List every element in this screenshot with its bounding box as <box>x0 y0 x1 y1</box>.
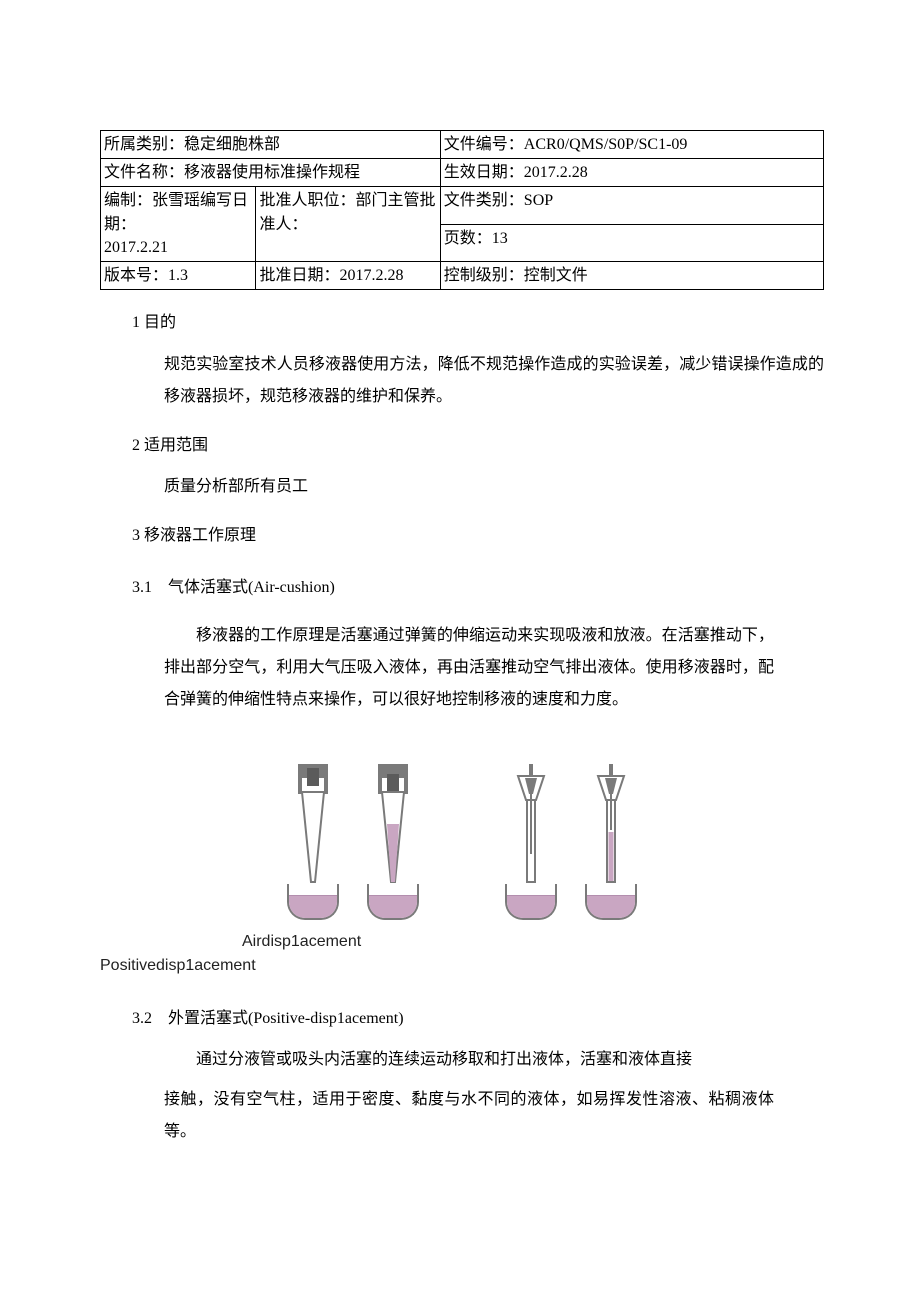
section-3-1-title: 3.1 气体活塞式(Air-cushion) <box>132 573 824 603</box>
meta-cell-doctype: 文件类别：SOP <box>440 187 823 224</box>
s32-text: 外置活塞式(Positive-disp1acement) <box>168 1010 404 1027</box>
beaker-icon <box>505 884 557 920</box>
air-pipette-down <box>364 764 422 920</box>
positive-pipette-up <box>502 764 560 920</box>
meta-cell-approve-date: 批准日期：2017.2.28 <box>256 261 440 289</box>
approver-line2: 准人： <box>259 216 307 233</box>
meta-cell-title: 文件名称：移液器使用标准操作规程 <box>101 159 441 187</box>
section-3-2-title: 3.2 外置活塞式(Positive-disp1acement) <box>132 1004 824 1034</box>
diagram-captions: Airdisp1acement Positivedisp1acement <box>100 930 824 978</box>
table-row: 版本号：1.3 批准日期：2017.2.28 控制级别：控制文件 <box>101 261 824 289</box>
s31-num: 3.1 <box>132 573 160 603</box>
section-3-title: 3 移液器工作原理 <box>132 521 824 551</box>
beaker-icon <box>585 884 637 920</box>
pipette-icon <box>370 764 416 890</box>
section-2-body: 质量分析部所有员工 <box>164 471 824 503</box>
beaker-icon <box>367 884 419 920</box>
s32-num: 3.2 <box>132 1004 160 1034</box>
pipette-icon <box>290 764 336 890</box>
section-3-2-body-line2: 接触，没有空气柱，适用于密度、黏度与水不同的液体，如易挥发性溶液、粘稠液体等。 <box>164 1084 774 1148</box>
metadata-table: 所属类别：稳定细胞株部 文件编号：ACR0/QMS/S0P/SC1-09 文件名… <box>100 130 824 290</box>
meta-cell-approver: 批准人职位：部门主管批 准人： <box>256 187 440 262</box>
approver-line1: 批准人职位：部门主管批 <box>259 192 435 209</box>
positive-pipette-down <box>582 764 640 920</box>
meta-cell-version: 版本号：1.3 <box>101 261 256 289</box>
meta-cell-author: 编制：张雪瑶编写日期： 2017.2.21 <box>101 187 256 262</box>
meta-cell-category: 所属类别：稳定细胞株部 <box>101 131 441 159</box>
s31-text: 气体活塞式(Air-cushion) <box>168 579 335 596</box>
table-row: 文件名称：移液器使用标准操作规程 生效日期：2017.2.28 <box>101 159 824 187</box>
section-1-body: 规范实验室技术人员移液器使用方法，降低不规范操作造成的实验误差，减少错误操作造成… <box>164 349 824 413</box>
meta-cell-effective: 生效日期：2017.2.28 <box>440 159 823 187</box>
caption-air: Airdisp1acement <box>242 930 824 954</box>
table-row: 编制：张雪瑶编写日期： 2017.2.21 批准人职位：部门主管批 准人： 文件… <box>101 187 824 224</box>
author-line1: 编制：张雪瑶编写日期： <box>104 192 248 232</box>
section-3-1-body: 移液器的工作原理是活塞通过弹簧的伸缩运动来实现吸液和放液。在活塞推动下，排出部分… <box>164 620 774 716</box>
pipette-icon <box>588 764 634 890</box>
liquid-fill <box>369 895 417 918</box>
section-1-title: 1 目的 <box>132 308 824 338</box>
section-2-title: 2 适用范围 <box>132 431 824 461</box>
docno-text: 文件编号：ACR0/QMS/S0P/SC1-09 <box>444 136 688 153</box>
meta-cell-control: 控制级别：控制文件 <box>440 261 823 289</box>
liquid-fill <box>587 895 635 918</box>
pipette-diagram <box>100 764 824 920</box>
document-page: 所属类别：稳定细胞株部 文件编号：ACR0/QMS/S0P/SC1-09 文件名… <box>0 0 920 1301</box>
air-pipette-up <box>284 764 342 920</box>
meta-cell-pages: 页数：13 <box>440 224 823 261</box>
table-row: 所属类别：稳定细胞株部 文件编号：ACR0/QMS/S0P/SC1-09 <box>101 131 824 159</box>
caption-positive: Positivedisp1acement <box>100 954 824 978</box>
pipette-icon <box>508 764 554 890</box>
diagram-spacer <box>444 764 480 920</box>
liquid-fill <box>289 895 337 918</box>
meta-cell-docno: 文件编号：ACR0/QMS/S0P/SC1-09 <box>440 131 823 159</box>
liquid-fill <box>507 895 555 918</box>
beaker-icon <box>287 884 339 920</box>
section-3-2-body-line1: 通过分液管或吸头内活塞的连续运动移取和打出液体，活塞和液体直接 <box>164 1044 774 1076</box>
author-line2: 2017.2.21 <box>104 239 168 256</box>
